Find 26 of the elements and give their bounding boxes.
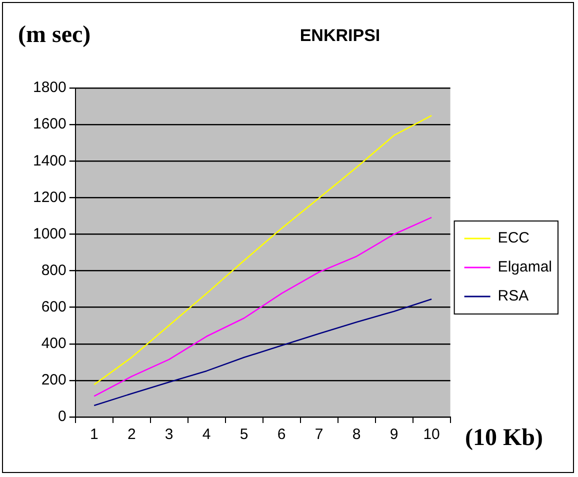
x-tick-label: 9 xyxy=(390,426,398,444)
y-tick-label: 0 xyxy=(58,408,66,426)
x-tick-label: 2 xyxy=(127,426,136,444)
x-tick-label: 6 xyxy=(277,426,286,444)
legend-label: RSA xyxy=(498,288,529,305)
x-tick-label: 7 xyxy=(314,426,324,444)
x-tick-label: 4 xyxy=(202,426,211,444)
y-tick-label: 400 xyxy=(41,335,66,352)
legend-label: ECC xyxy=(498,230,530,247)
y-tick-label: 1600 xyxy=(32,116,66,133)
y-axis-title: (m sec) xyxy=(18,22,91,49)
x-tick-label: 3 xyxy=(164,426,174,444)
y-tick-label: 1400 xyxy=(32,152,66,170)
chart-title: ENKRIPSI xyxy=(298,26,382,46)
y-tick-label: 800 xyxy=(41,262,66,279)
y-tick-label: 200 xyxy=(41,372,66,389)
y-tick-label: 1800 xyxy=(32,79,66,96)
y-tick-label: 1000 xyxy=(32,225,66,242)
y-tick-label: 600 xyxy=(41,298,66,316)
x-tick-label: 10 xyxy=(423,426,440,444)
x-tick-label: 8 xyxy=(352,426,361,444)
x-tick-label: 5 xyxy=(240,426,248,444)
y-tick-label: 1200 xyxy=(32,188,66,206)
x-axis-title: (10 Kb) xyxy=(465,425,543,452)
legend-label: Elgamal xyxy=(498,258,552,276)
x-tick-label: 1 xyxy=(90,426,98,444)
